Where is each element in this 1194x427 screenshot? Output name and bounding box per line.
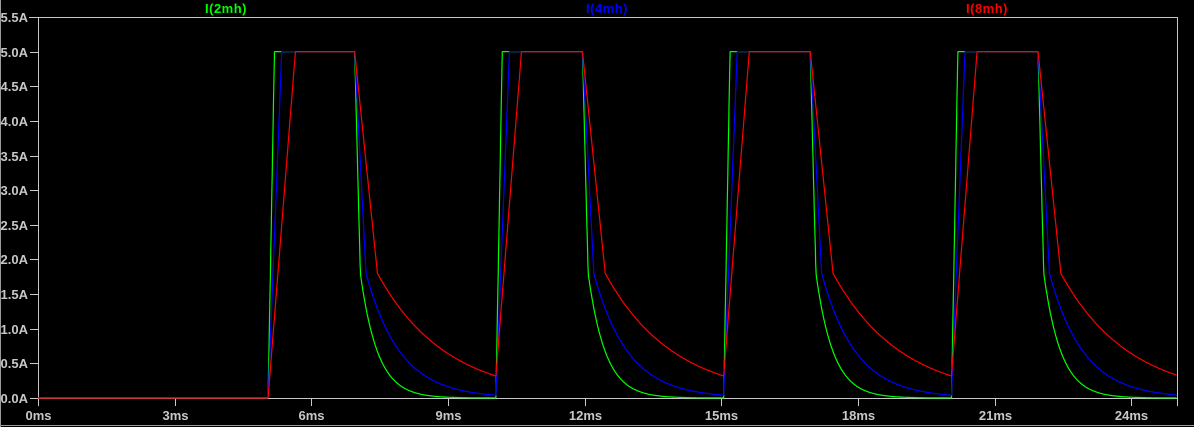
trace-4mh bbox=[38, 50, 1177, 399]
x-tick-label: 3ms bbox=[162, 408, 188, 423]
y-tick-label: 5.0A bbox=[1, 45, 29, 60]
x-tick-label: 9ms bbox=[435, 408, 461, 423]
x-tick-label: 15ms bbox=[705, 408, 738, 423]
x-axis-ticks: 0ms 3ms 6ms 9ms 12ms 15ms 18ms 21ms 24ms bbox=[25, 398, 1178, 423]
y-tick-label: 0.5A bbox=[1, 356, 29, 371]
legend-item-i2mh[interactable]: I(2mh) bbox=[205, 1, 247, 16]
legend-item-i4mh[interactable]: I(4mh) bbox=[586, 1, 628, 16]
x-tick-label: 18ms bbox=[842, 408, 875, 423]
y-tick-label: 2.5A bbox=[1, 218, 29, 233]
x-tick-label: 12ms bbox=[569, 408, 602, 423]
trace-2mh bbox=[38, 50, 1177, 399]
y-tick-label: 4.0A bbox=[1, 114, 29, 129]
y-tick-label: 2.0A bbox=[1, 252, 29, 267]
x-tick-label: 21ms bbox=[979, 408, 1012, 423]
x-tick-label: 24ms bbox=[1115, 408, 1148, 423]
y-axis-ticks: 0.0A 0.5A 1.0A 1.5A 2.0A 2.5A 3.0A 3.5A 4.0A 4.5A… bbox=[1, 10, 38, 406]
legend-item-i8mh[interactable]: I(8mh) bbox=[966, 1, 1008, 16]
y-tick-label: 3.5A bbox=[1, 149, 29, 164]
y-tick-label: 3.0A bbox=[1, 183, 29, 198]
trace-8mh bbox=[38, 50, 1177, 399]
window-border-left bbox=[0, 0, 1, 427]
x-tick-label: 6ms bbox=[298, 408, 324, 423]
plot-frame bbox=[29, 17, 1178, 399]
y-tick-label: 1.0A bbox=[1, 322, 29, 337]
x-tick-label: 0ms bbox=[25, 408, 51, 423]
trace-group bbox=[38, 50, 1177, 399]
y-tick-label: 5.5A bbox=[1, 10, 29, 25]
y-tick-label: 0.0A bbox=[1, 391, 29, 406]
y-tick-label: 4.5A bbox=[1, 79, 29, 94]
window-border-bottom bbox=[0, 425, 1194, 426]
y-tick-label: 1.5A bbox=[1, 287, 29, 302]
plot-border bbox=[38, 17, 1178, 399]
